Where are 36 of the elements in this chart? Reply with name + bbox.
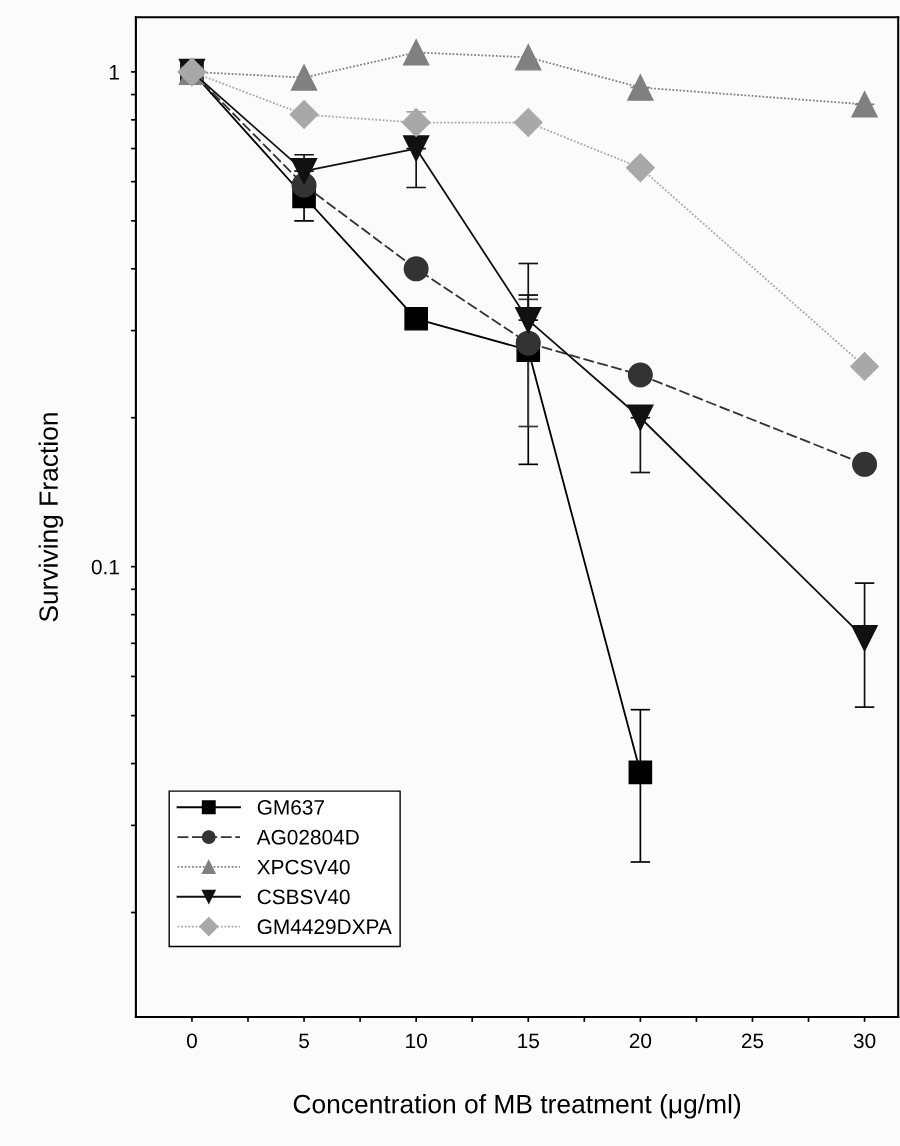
point (515, 330, 541, 356)
x-tick-label: 30 (853, 1033, 876, 1049)
x-tick-label: 0 (186, 1033, 197, 1049)
legend-label: XPCSV40 (257, 859, 350, 875)
y-tick-label: 1 (109, 65, 119, 80)
point (515, 44, 542, 71)
x-tick-label: 10 (406, 1033, 427, 1049)
point (627, 404, 654, 431)
point (402, 135, 430, 162)
point (290, 64, 318, 91)
legend-label: AG02804D (256, 829, 359, 845)
x-tick-label: 20 (629, 1033, 652, 1049)
x-axis-title: Concentration of MB treatment (μg/ml) (293, 1094, 741, 1119)
point (850, 351, 880, 381)
point (628, 760, 653, 785)
point (851, 624, 878, 652)
legend-label: GM4429DXPA (257, 919, 392, 935)
point (290, 157, 318, 185)
point (515, 306, 542, 334)
y-tick-label: 0.1 (91, 559, 119, 575)
point (625, 153, 655, 183)
x-tick-label: 15 (518, 1033, 539, 1049)
legend-label: GM637 (257, 800, 324, 815)
point (513, 108, 543, 138)
x-tick-label: 25 (741, 1033, 764, 1049)
point (289, 100, 319, 129)
point (403, 256, 429, 282)
point (404, 306, 428, 331)
x-tick-label: 5 (299, 1033, 309, 1049)
point (402, 39, 430, 66)
point (401, 108, 431, 138)
point (852, 451, 878, 477)
point (851, 91, 878, 118)
point (627, 362, 653, 388)
y-axis-title: Surviving Fraction (38, 413, 64, 622)
legend-label: CSBSV40 (257, 889, 350, 905)
